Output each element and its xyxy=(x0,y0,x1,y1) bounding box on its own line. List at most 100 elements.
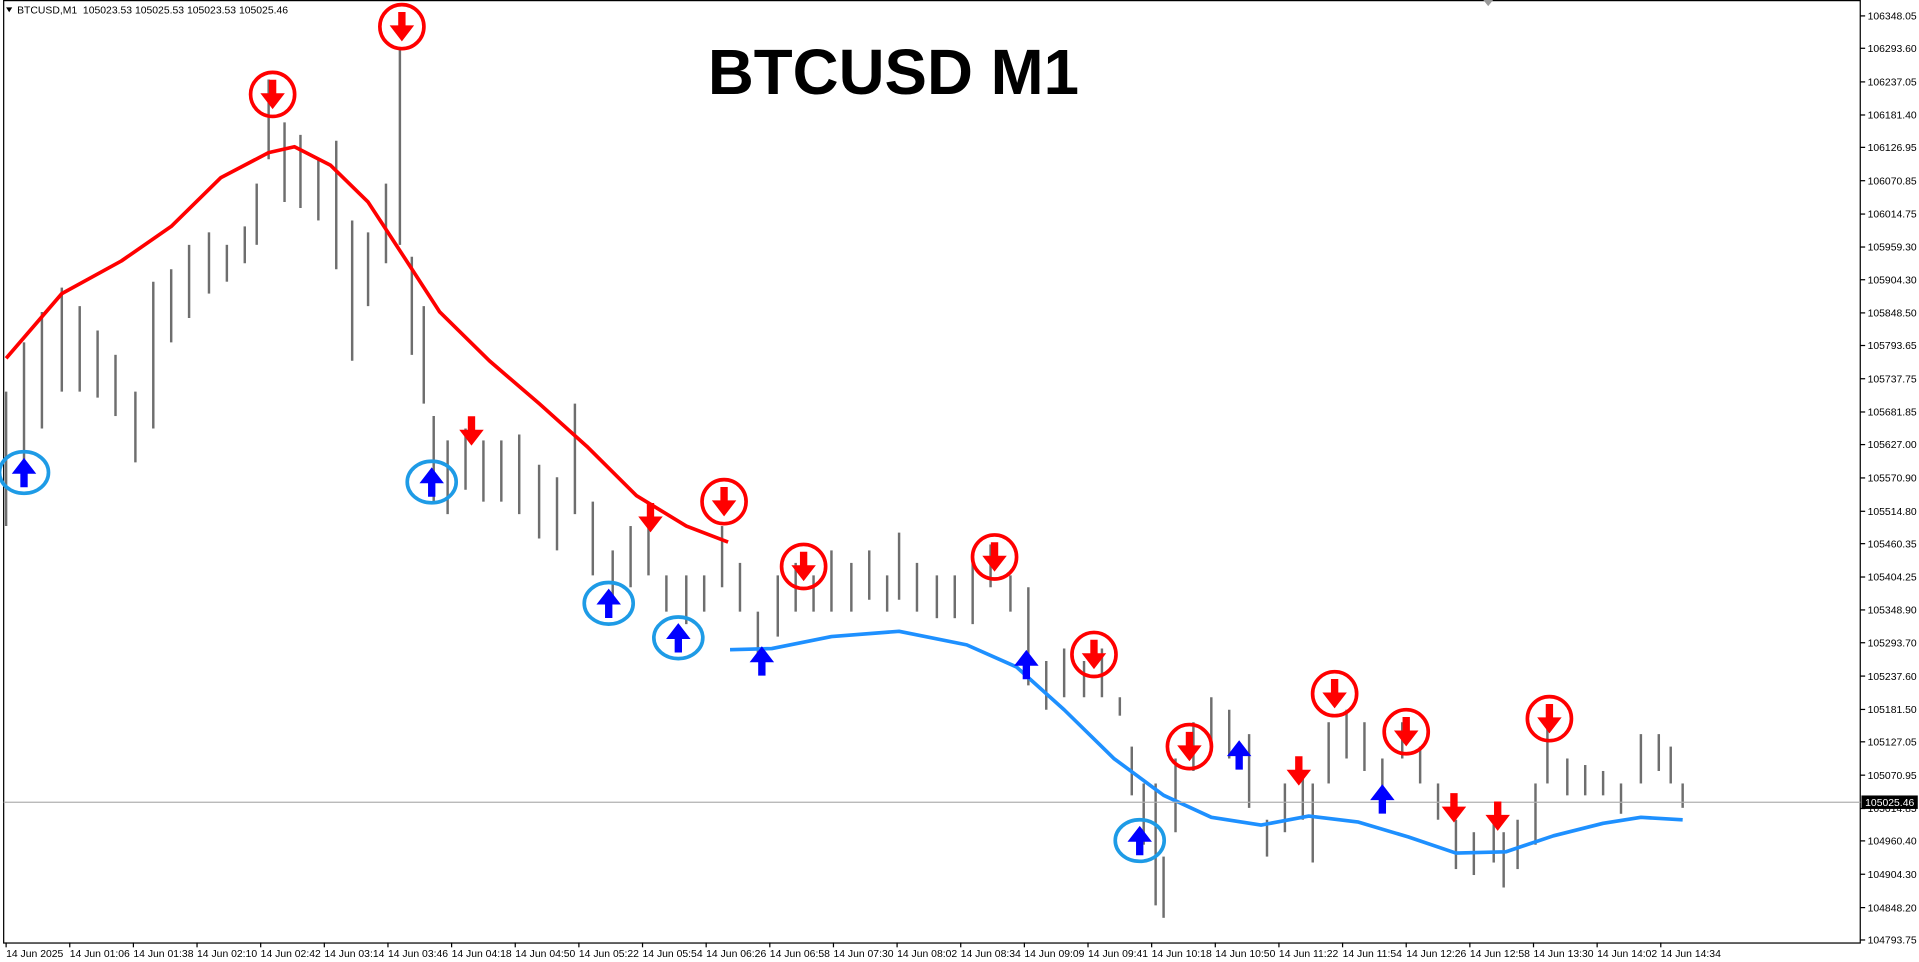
arrow xyxy=(1226,740,1252,770)
arrow xyxy=(260,79,285,110)
x-tick-label: 14 Jun 06:26 xyxy=(706,949,766,960)
info-label: BTCUSD,M1 105023.53 105025.53 105023.53 … xyxy=(17,5,288,16)
arrow xyxy=(389,11,415,42)
signal-circle xyxy=(0,449,51,496)
x-tick-label: 14 Jun 04:18 xyxy=(452,949,512,960)
arrow xyxy=(1441,793,1467,823)
x-tick-label: 14 Jun 08:02 xyxy=(897,949,957,960)
y-tick-label: 106014.75 xyxy=(1868,210,1917,221)
sell-signal xyxy=(970,533,1019,581)
buy-signal xyxy=(582,580,636,626)
arrow xyxy=(1322,679,1347,709)
y-tick-label: 105348.90 xyxy=(1868,606,1917,617)
chart-title: BTCUSD M1 xyxy=(708,37,1079,108)
x-tick-label: 14 Jun 01:06 xyxy=(70,949,130,960)
buy-signal xyxy=(405,459,459,505)
arrow xyxy=(419,467,444,497)
signal-circle xyxy=(779,542,828,591)
signal-circle xyxy=(582,580,636,626)
last-price-box xyxy=(1861,795,1918,809)
y-tick-label: 106293.60 xyxy=(1868,44,1917,55)
sell-signal xyxy=(779,542,828,591)
y-tick-label: 105293.70 xyxy=(1868,638,1917,649)
sell-signal xyxy=(1382,707,1431,756)
sell-signal xyxy=(1441,793,1467,823)
sell-signal xyxy=(1310,669,1359,718)
x-tick-label: 14 Jun 05:54 xyxy=(643,949,703,960)
x-tick-label: 14 Jun 03:14 xyxy=(324,949,384,960)
x-tick-label: 14 Jun 01:38 xyxy=(133,949,193,960)
signal-circle xyxy=(1113,817,1167,864)
buy-signal xyxy=(749,646,775,676)
sell-signal xyxy=(638,503,663,533)
buy-signal xyxy=(1014,649,1039,680)
signal-circle xyxy=(405,459,459,505)
buy-signal xyxy=(1113,817,1167,864)
y-tick-label: 106237.05 xyxy=(1868,78,1917,89)
arrow xyxy=(982,542,1007,572)
arrow xyxy=(666,623,691,653)
y-tick-label: 105627.00 xyxy=(1868,440,1917,451)
x-tick-label: 14 Jun 12:58 xyxy=(1470,949,1530,960)
y-tick-label: 106070.85 xyxy=(1868,176,1917,187)
arrow xyxy=(11,457,37,488)
signal-circle xyxy=(970,533,1019,581)
sell-signal xyxy=(378,2,426,51)
x-tick-label: 14 Jun 14:34 xyxy=(1661,949,1721,960)
y-tick-label: 105460.35 xyxy=(1868,539,1917,550)
arrow xyxy=(1127,825,1152,856)
y-tick-label: 105404.25 xyxy=(1868,573,1917,584)
buy-signal xyxy=(0,449,51,496)
arrow xyxy=(459,416,484,446)
x-tick-label: 14 Jun 04:50 xyxy=(515,949,575,960)
signal-circle xyxy=(700,477,748,526)
x-tick-label: 14 Jun 11:54 xyxy=(1343,949,1403,960)
x-tick-label: 14 Jun 09:41 xyxy=(1088,949,1148,960)
signal-circle xyxy=(248,70,297,119)
y-tick-label: 106126.95 xyxy=(1868,143,1917,154)
x-tick-label: 14 Jun 02:42 xyxy=(261,949,321,960)
x-tick-label: 14 Jun 02:10 xyxy=(197,949,257,960)
y-tick-label: 105514.80 xyxy=(1868,507,1917,518)
x-tick-label: 14 Jun 05:22 xyxy=(579,949,639,960)
arrow xyxy=(1014,649,1039,680)
sell-signal xyxy=(1070,630,1118,679)
y-tick-label: 105681.85 xyxy=(1868,408,1917,419)
plot-frame xyxy=(3,0,1861,944)
arrow xyxy=(711,486,737,517)
arrow xyxy=(596,588,621,619)
sell-signal xyxy=(1165,722,1214,771)
x-tick-label: 14 Jun 03:46 xyxy=(388,949,448,960)
shift-marker xyxy=(1483,0,1494,7)
arrow xyxy=(1081,639,1107,670)
signal-circle xyxy=(378,2,426,51)
buy-signal xyxy=(1226,740,1252,770)
y-tick-label: 104793.75 xyxy=(1868,936,1917,947)
x-tick-label: 14 Jun 13:30 xyxy=(1533,949,1593,960)
sell-signal xyxy=(700,477,748,526)
info-marker xyxy=(6,7,13,13)
sell-signal xyxy=(459,416,484,446)
signal-circle xyxy=(1525,694,1574,743)
x-tick-label: 14 Jun 10:18 xyxy=(1152,949,1212,960)
x-tick-label: 14 Jun 09:09 xyxy=(1024,949,1084,960)
x-tick-label: 14 Jun 12:26 xyxy=(1406,949,1466,960)
x-tick-label: 14 Jun 14:02 xyxy=(1597,949,1657,960)
x-tick-label: 14 Jun 07:30 xyxy=(833,949,893,960)
y-tick-label: 105237.60 xyxy=(1868,672,1917,683)
x-tick-label: 14 Jun 10:50 xyxy=(1215,949,1275,960)
arrow xyxy=(791,551,816,582)
x-tick-label: 14 Jun 2025 xyxy=(6,949,63,960)
y-tick-label: 104848.20 xyxy=(1868,903,1917,914)
y-tick-label: 105793.65 xyxy=(1868,341,1917,352)
y-tick-label: 105570.90 xyxy=(1868,474,1917,485)
sell-signal xyxy=(1485,801,1510,831)
y-tick-label: 105737.75 xyxy=(1868,374,1917,385)
sell-signal xyxy=(1286,756,1312,786)
x-tick-label: 14 Jun 11:22 xyxy=(1279,949,1339,960)
y-tick-label: 104904.30 xyxy=(1868,870,1917,881)
sell-signal xyxy=(248,70,297,119)
arrow xyxy=(1485,801,1510,831)
